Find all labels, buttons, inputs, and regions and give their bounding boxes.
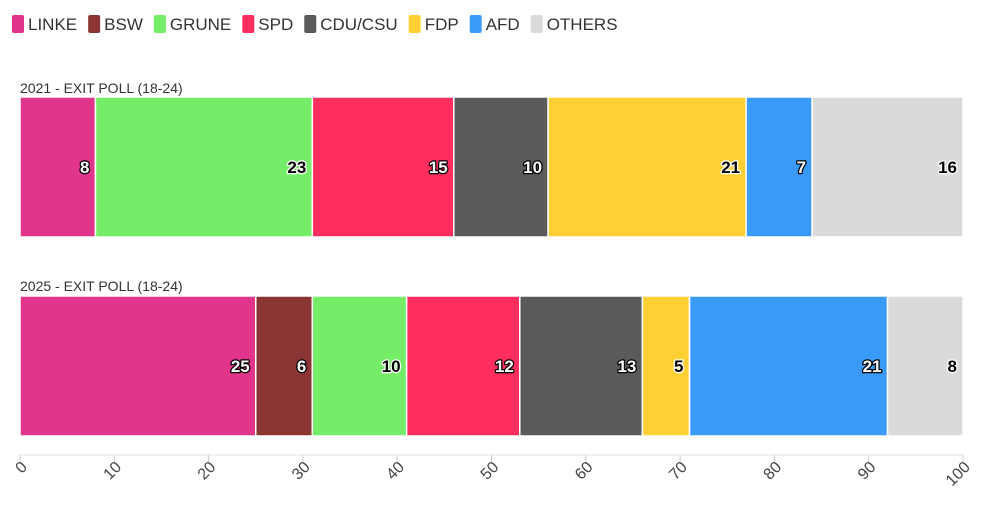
data-label-spd: 12 (495, 357, 514, 376)
legend-swatch-cdu-csu (304, 15, 317, 33)
x-tick-label: 80 (761, 459, 786, 484)
bar-segment-grune (94, 96, 314, 238)
x-tick-label: 90 (855, 459, 880, 484)
x-tick-label: 30 (289, 459, 314, 484)
bar-category-label: 2025 - EXIT POLL (18-24) (20, 278, 183, 294)
bar-segment-cdu-csu (519, 295, 644, 437)
data-label-linke: 25 (231, 357, 250, 376)
legend-label-bsw: BSW (104, 15, 143, 34)
legend-label-grune: GRUNE (170, 15, 231, 34)
data-label-grune: 10 (382, 357, 401, 376)
bar-segment-cdu-csu (453, 96, 549, 238)
legend-label-spd: SPD (258, 15, 293, 34)
legend-label-cdu-csu: CDU/CSU (320, 15, 397, 34)
x-tick-label: 0 (13, 459, 31, 477)
data-label-afd: 21 (863, 357, 882, 376)
x-tick-label: 100 (943, 459, 974, 490)
data-label-spd: 15 (429, 158, 448, 177)
x-tick-label: 60 (572, 459, 597, 484)
legend-label-afd: AFD (486, 15, 520, 34)
legend-swatch-afd (469, 15, 482, 33)
data-label-fdp: 21 (721, 158, 740, 177)
data-label-others: 8 (948, 357, 957, 376)
data-label-grune: 23 (287, 158, 306, 177)
bar-segment-linke (19, 96, 97, 238)
data-label-cdu-csu: 13 (617, 357, 636, 376)
legend-label-fdp: FDP (425, 15, 459, 34)
data-label-cdu-csu: 10 (523, 158, 542, 177)
data-label-afd: 7 (797, 158, 806, 177)
x-tick-label: 50 (478, 459, 503, 484)
bar-segment-grune (311, 295, 408, 437)
bar-segment-others (886, 295, 964, 437)
data-label-linke: 8 (80, 158, 89, 177)
bar-segment-spd (405, 295, 521, 437)
x-tick-label: 40 (383, 459, 408, 484)
x-tick-label: 10 (101, 459, 126, 484)
legend-swatch-fdp (408, 15, 421, 33)
bar-segment-fdp (547, 96, 747, 238)
bar-category-label: 2021 - EXIT POLL (18-24) (20, 80, 183, 96)
bar-segment-afd (688, 295, 889, 437)
bar-segment-fdp (641, 295, 691, 437)
legend-swatch-spd (242, 15, 255, 33)
legend-swatch-linke (12, 15, 24, 33)
data-label-others: 16 (938, 158, 957, 177)
x-tick-label: 20 (195, 459, 220, 484)
x-tick-label: 70 (666, 459, 691, 484)
legend-label-linke: LINKE (28, 15, 77, 34)
bar-segment-spd (311, 96, 455, 238)
legend-swatch-grune (153, 15, 166, 33)
legend-swatch-others (530, 15, 543, 33)
data-label-fdp: 5 (674, 357, 683, 376)
bar-segment-linke (19, 295, 257, 437)
legend-label-others: OTHERS (547, 15, 618, 34)
legend-swatch-bsw (88, 15, 101, 33)
bar-segment-bsw (255, 295, 314, 437)
bar-segment-others (811, 96, 964, 238)
data-label-bsw: 6 (297, 357, 306, 376)
